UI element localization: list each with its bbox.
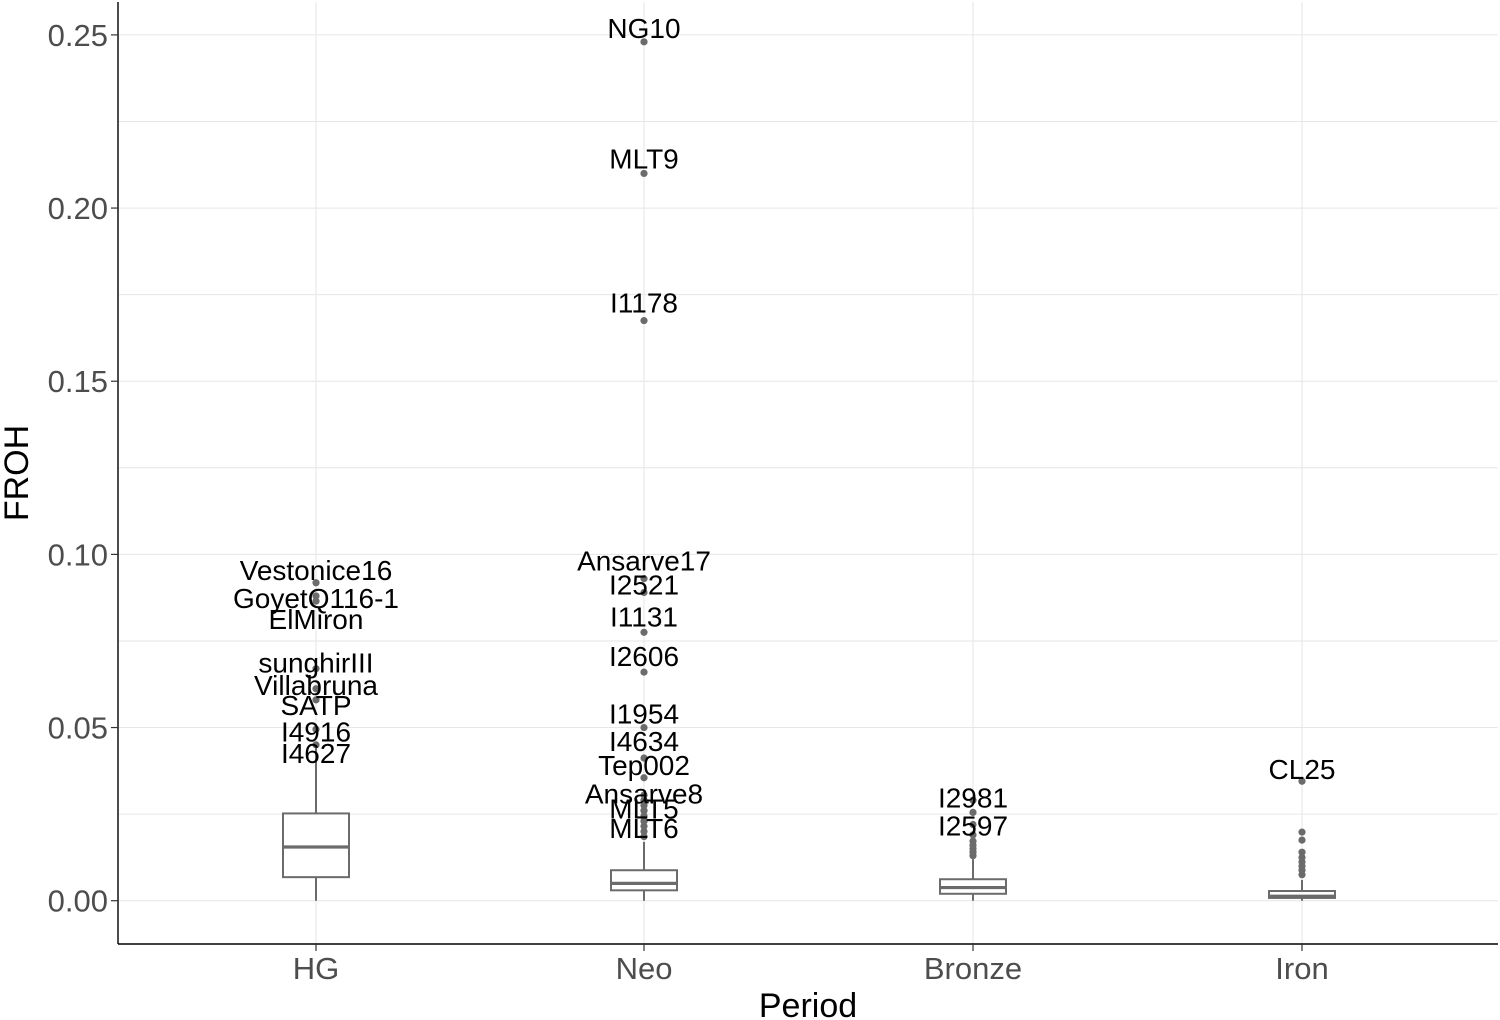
y-tick-label: 0.10 [48,537,108,572]
box-group-iron [1268,777,1336,901]
outlier-point [640,801,648,810]
y-tick-label: 0.20 [48,191,108,226]
point-label: Ansarve17 [577,546,711,577]
point-label: I1131 [610,601,678,632]
labeled-outlier-point [640,754,648,762]
y-tick-label: 0.25 [48,18,108,53]
point-label: CL25 [1269,754,1336,785]
labeled-outlier-point [312,592,320,600]
point-label: NG10 [607,13,680,44]
point-label: SATP [280,690,351,721]
x-tick-label: Neo [616,951,673,986]
labeled-outlier-point [640,723,648,732]
labeled-outlier-point [312,685,320,693]
y-tick-label: 0.05 [48,711,108,746]
axes: 0.00 0.05 0.10 0.15 0.20 0.25 HG Neo Bronze Iron [48,2,1498,986]
boxes [282,38,1336,901]
point-label: I4634 [609,726,679,757]
outlier-point [1298,836,1306,844]
box-iqr [610,869,678,892]
point-label: Villabruna [254,670,378,701]
labeled-outlier-point [640,317,648,325]
labeled-outlier-point [640,575,648,583]
y-tick-label: 0.15 [48,364,108,399]
labeled-outlier-point [312,579,320,587]
labeled-outlier-point [640,668,648,676]
point-label: GoyetQ116-1 [233,583,399,614]
labeled-outlier-point [969,808,977,816]
grid [118,2,1498,944]
outlier-point [1298,853,1306,862]
labeled-outlier-point [312,741,320,749]
point-label: Vestonice16 [240,555,393,586]
labeled-outlier-point [640,796,648,804]
point-label: sunghirIII [258,648,373,679]
box-iqr [1268,890,1336,899]
box-group-hg [282,579,350,901]
box-group-bronze [939,796,1007,901]
outlier-point [640,833,648,841]
point-label: I4916 [281,716,351,747]
labeled-outlier-point [640,169,648,178]
outlier-point [640,812,648,820]
point-label: I1954 [609,699,679,730]
point-label: ElMiron [269,604,364,635]
point-label: I2521 [609,569,679,600]
x-axis-title: Period [759,987,857,1020]
box-iqr [282,812,350,879]
labeled-outlier-point [640,38,648,46]
labeled-outlier-point [312,725,320,733]
labeled-outlier-point [312,597,320,605]
outlier-point [640,791,648,799]
point-label: I2597 [938,810,1008,841]
labeled-outlier-point [640,588,648,597]
outlier-point [640,827,648,836]
y-tick-label: 0.00 [48,884,108,919]
labeled-outlier-point [1298,777,1306,785]
labeled-outlier-point [312,665,320,673]
point-label: MLT5 [609,794,679,825]
x-tick-label: HG [293,951,340,986]
point-label: I2606 [609,641,679,672]
outlier-point [1298,848,1306,856]
point-label: MLT9 [609,143,679,174]
labeled-outlier-point [640,817,648,825]
x-tick-label: Iron [1275,951,1328,986]
y-axis-title: FROH [0,425,36,521]
labeled-outlier-point [640,774,648,782]
point-label: I2981 [938,782,1008,813]
labeled-outlier-point [969,796,977,804]
outlier-point [640,822,648,830]
point-label: Tep002 [598,750,690,781]
labeled-outlier-point [312,696,320,704]
outlier-point [1298,828,1306,836]
outlier-point [969,831,977,839]
outlier-point [969,820,977,829]
x-tick-label: Bronze [924,951,1022,986]
outlier-point [969,837,977,845]
labeled-outlier-point [640,807,648,815]
point-label: MLT6 [609,813,679,844]
point-label: I1178 [610,288,678,319]
labeled-outlier-point [640,628,648,636]
point-label: I4627 [281,738,351,769]
box-group-neo [610,38,678,901]
point-label: Ansarve8 [585,778,703,809]
